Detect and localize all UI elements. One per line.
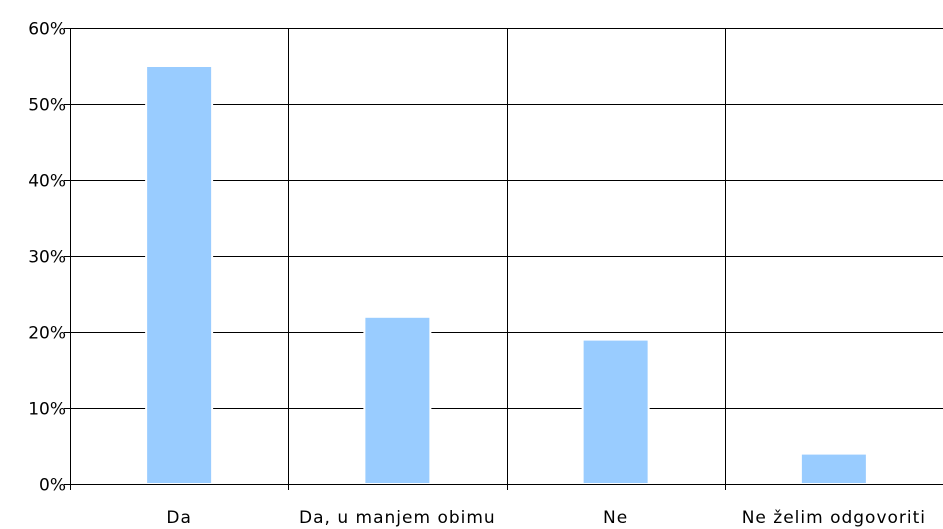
y-tick-label: 40% — [28, 172, 66, 192]
y-tick-label: 0% — [39, 476, 66, 496]
bar-3 — [799, 452, 868, 486]
y-tick-label: 60% — [28, 20, 66, 40]
category-label: Ne — [603, 508, 628, 528]
y-tick-label: 50% — [28, 96, 66, 116]
bar-1 — [363, 315, 432, 485]
axes — [70, 28, 943, 490]
category-label: Da — [166, 508, 192, 528]
bar-2 — [581, 338, 650, 485]
y-tick-labels: 0% 10% 20% 30% 40% 50% 60% — [28, 20, 66, 496]
category-label: Da, u manjem obimu — [299, 508, 496, 528]
bar-0 — [145, 65, 214, 485]
y-tick-label: 30% — [28, 248, 66, 268]
bars — [145, 65, 868, 486]
y-tick-label: 10% — [28, 400, 66, 420]
category-labels: Da Da, u manjem obimu Ne Ne želim odgovorit… — [166, 508, 926, 528]
y-tick-label: 20% — [28, 324, 66, 344]
category-label: Ne želim odgovoriti — [742, 508, 926, 528]
